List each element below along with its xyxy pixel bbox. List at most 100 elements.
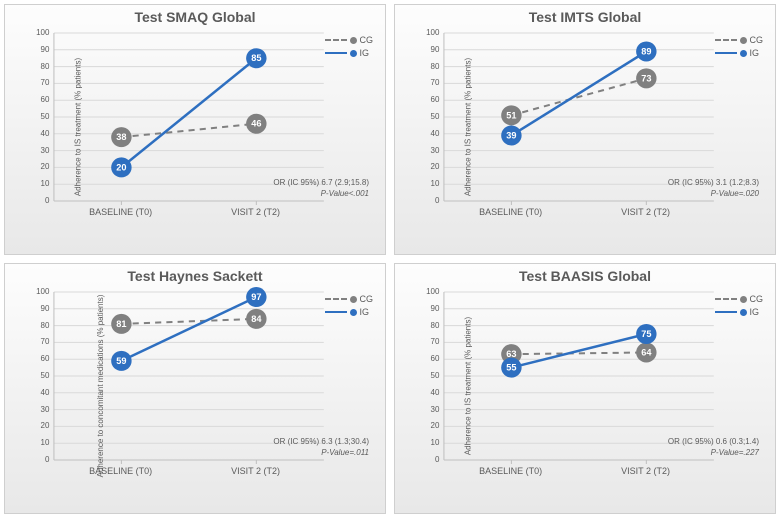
series-line-ig [121,297,256,361]
legend-label: CG [750,35,764,45]
stat-text: OR (IC 95%) 6.7 (2.9;15.8)P-Value<.001 [273,178,369,199]
chart-title: Test IMTS Global [401,9,769,25]
legend: CG IG [325,294,374,320]
series-line-ig [511,334,646,368]
plot-area: 818459970102030405060708090100BASELINE (… [11,286,379,486]
y-tick-label: 50 [421,371,439,380]
y-tick-label: 40 [421,129,439,138]
stat-p: P-Value=.020 [668,189,759,199]
legend-marker-icon [740,296,747,303]
plot-area: 384620850102030405060708090100BASELINE (… [11,27,379,227]
y-tick-label: 0 [421,196,439,205]
legend-label: CG [360,35,374,45]
marker-label: 46 [251,119,261,129]
x-tick-label: BASELINE (T0) [476,207,546,217]
chart-title: Test SMAQ Global [11,9,379,25]
y-tick-label: 20 [31,421,49,430]
legend-marker-icon [350,37,357,44]
stat-or: OR (IC 95%) 3.1 (1.2;8.3) [668,178,759,188]
series-line-ig [511,51,646,135]
y-tick-label: 90 [31,304,49,313]
y-tick-label: 60 [31,95,49,104]
y-tick-label: 50 [31,371,49,380]
legend-marker-icon [740,50,747,57]
legend-line-icon [325,311,347,313]
y-tick-label: 70 [421,78,439,87]
plot-area: 636455750102030405060708090100BASELINE (… [401,286,769,486]
legend-line-icon [715,52,737,54]
series-line-cg [121,124,256,137]
marker-label: 20 [116,162,126,172]
marker-label: 75 [641,329,651,339]
legend-label: IG [360,307,370,317]
stat-or: OR (IC 95%) 6.3 (1.3;30.4) [273,437,369,447]
y-tick-label: 90 [421,304,439,313]
marker-label: 64 [641,348,652,358]
x-tick-label: VISIT 2 (T2) [221,466,291,476]
legend-line-icon [325,298,347,300]
legend-label: CG [360,294,374,304]
panel-baasis: Test BAASIS Global6364557501020304050607… [394,263,776,514]
y-tick-label: 60 [421,95,439,104]
y-tick-label: 10 [31,179,49,188]
legend-line-icon [325,52,347,54]
panel-smaq: Test SMAQ Global384620850102030405060708… [4,4,386,255]
marker-label: 39 [506,131,516,141]
y-tick-label: 100 [421,287,439,296]
legend-item-cg: CG [325,294,374,304]
legend-label: IG [750,48,760,58]
y-tick-label: 20 [31,162,49,171]
y-tick-label: 100 [31,28,49,37]
marker-label: 85 [251,53,261,63]
legend-item-ig: IG [325,48,374,58]
stat-p: P-Value<.001 [273,189,369,199]
legend: CGIG [715,294,764,320]
y-tick-label: 10 [31,438,49,447]
stat-text: OR (IC 95%) 0.6 (0.3;1.4)P-Value=.227 [668,437,759,458]
stat-or: OR (IC 95%) 0.6 (0.3;1.4) [668,437,759,447]
y-tick-label: 50 [31,112,49,121]
y-tick-label: 20 [421,162,439,171]
y-tick-label: 90 [421,45,439,54]
marker-label: 84 [251,314,262,324]
y-tick-label: 80 [31,62,49,71]
marker-label: 73 [641,73,651,83]
legend: CG IG [325,35,374,61]
y-tick-label: 10 [421,438,439,447]
y-tick-label: 40 [421,388,439,397]
y-tick-label: 90 [31,45,49,54]
legend-item-cg: CG [325,35,374,45]
y-tick-label: 60 [421,354,439,363]
legend-marker-icon [740,309,747,316]
stat-text: OR (IC 95%) 3.1 (1.2;8.3)P-Value=.020 [668,178,759,199]
series-line-cg [511,352,646,354]
legend-marker-icon [350,309,357,316]
y-axis-label: Adherence to concomitant medications (% … [96,295,105,478]
legend: CG IG [715,35,764,61]
marker-label: 59 [116,356,126,366]
marker-label: 38 [116,132,126,142]
y-tick-label: 70 [31,337,49,346]
x-tick-label: BASELINE (T0) [86,207,156,217]
y-tick-label: 100 [421,28,439,37]
y-tick-label: 30 [31,405,49,414]
legend-item-cg: CG [715,35,764,45]
plot-area: 517339890102030405060708090100BASELINE (… [401,27,769,227]
legend-line-icon [715,311,737,313]
series-line-cg [511,78,646,115]
y-axis-label: Adherence to IS treatment (% patients) [464,317,473,455]
y-tick-label: 30 [421,405,439,414]
y-tick-label: 40 [31,129,49,138]
legend-line-icon [325,39,347,41]
y-tick-label: 50 [421,112,439,121]
y-tick-label: 100 [31,287,49,296]
panel-imts: Test IMTS Global517339890102030405060708… [394,4,776,255]
y-tick-label: 0 [31,196,49,205]
marker-label: 51 [506,110,516,120]
legend-item-ig: IG [325,307,374,317]
y-tick-label: 60 [31,354,49,363]
x-tick-label: BASELINE (T0) [476,466,546,476]
legend-line-icon [715,39,737,41]
y-tick-label: 30 [421,146,439,155]
legend-label: IG [750,307,760,317]
